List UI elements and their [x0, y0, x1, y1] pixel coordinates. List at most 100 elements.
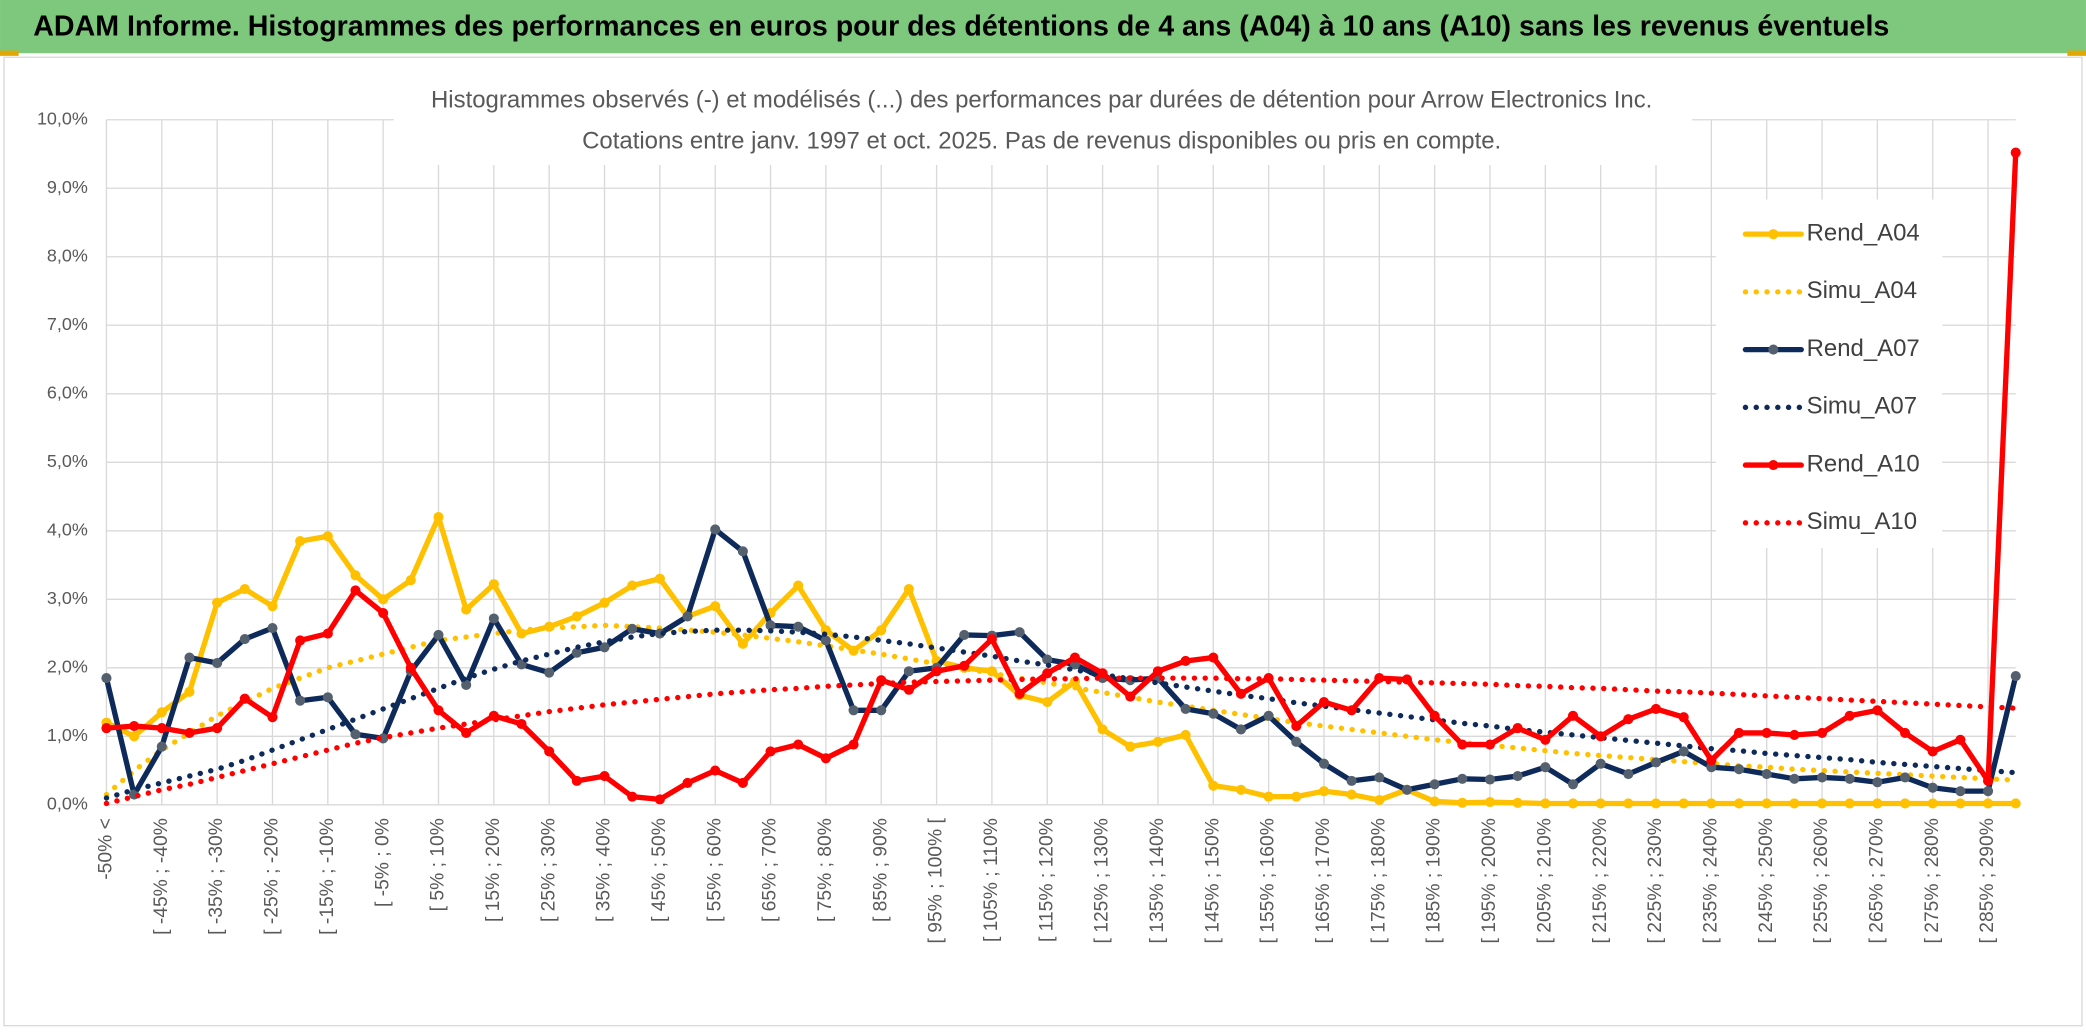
point-marker [1567, 779, 1579, 790]
point-marker [1429, 796, 1440, 807]
point-marker [1097, 668, 1108, 679]
x-tick-label: [ 75% ; 80% [815, 818, 836, 922]
point-marker [184, 727, 195, 738]
legend-box [1716, 199, 1943, 549]
point-marker [1318, 786, 1330, 797]
y-tick-label: 3,0% [47, 588, 88, 608]
x-tick-label: [ -45% ; -40% [151, 818, 172, 935]
x-tick-label: [ 105% ; 110% [981, 818, 1002, 942]
point-marker [1595, 731, 1606, 742]
point-marker [544, 746, 555, 757]
point-marker [1346, 705, 1357, 716]
point-marker [1816, 727, 1828, 738]
point-marker [1678, 712, 1689, 723]
point-marker [1235, 724, 1247, 735]
point-marker [599, 597, 610, 608]
point-marker [1955, 734, 1966, 745]
point-marker [876, 625, 887, 636]
point-marker [156, 707, 167, 718]
point-marker [212, 723, 223, 734]
point-marker [461, 604, 472, 615]
point-marker [848, 739, 859, 750]
point-marker [378, 733, 389, 744]
point-marker [1789, 773, 1800, 784]
point-marker [1152, 666, 1163, 677]
point-marker [1208, 780, 1219, 791]
point-marker [1208, 708, 1219, 719]
point-marker [101, 723, 112, 734]
point-marker [2010, 670, 2021, 682]
point-marker [1235, 784, 1247, 795]
point-marker [1180, 655, 1191, 667]
point-marker [1706, 755, 1717, 766]
y-tick-label: 2,0% [47, 657, 88, 677]
point-marker [1650, 757, 1662, 768]
legend-marker [1768, 460, 1779, 471]
chart-title: Histogrammes observés (-) et modélisés (… [431, 86, 1652, 113]
y-tick-label: 7,0% [47, 314, 88, 334]
x-tick-label: [ 125% ; 130% [1092, 818, 1113, 943]
point-marker [1927, 798, 1938, 809]
point-marker [1567, 798, 1579, 809]
point-marker [212, 657, 223, 669]
point-marker [1457, 797, 1468, 808]
point-marker [1540, 798, 1551, 809]
point-marker [1097, 724, 1108, 735]
point-marker [350, 729, 361, 740]
point-marker [239, 633, 250, 645]
x-tick-label: [ -35% ; -30% [206, 818, 227, 935]
legend-label: Simu_A10 [1807, 508, 1917, 535]
point-marker [544, 667, 555, 678]
point-marker [1761, 727, 1772, 738]
point-marker [1152, 736, 1163, 747]
x-tick-label: -50% < [96, 818, 117, 880]
point-marker [793, 621, 804, 632]
x-tick-label: [ -5% ; 0% [372, 818, 393, 907]
point-marker [820, 753, 831, 764]
point-marker [1540, 762, 1551, 773]
point-marker [239, 583, 250, 595]
point-marker [599, 771, 610, 782]
legend-label: Rend_A04 [1807, 219, 1920, 246]
y-tick-label: 4,0% [47, 520, 88, 540]
point-marker [1125, 741, 1136, 752]
x-tick-label: [ 55% ; 60% [704, 818, 725, 922]
point-marker [571, 611, 582, 622]
x-tick-label: [ 195% ; 200% [1479, 818, 1500, 943]
point-marker [1899, 798, 1911, 809]
point-marker [1042, 668, 1053, 679]
point-marker [1872, 777, 1883, 788]
point-marker [1457, 739, 1468, 750]
point-marker [212, 597, 223, 608]
point-marker [1263, 710, 1274, 721]
x-tick-label: [ 285% ; 290% [1977, 818, 1998, 943]
y-tick-label: 10,0% [37, 108, 88, 128]
point-marker [1733, 764, 1745, 775]
observed-line [103, 526, 2019, 798]
corner [0, 50, 19, 56]
legend-label: Rend_A10 [1807, 450, 1920, 477]
point-marker [1180, 729, 1191, 741]
point-marker [1042, 697, 1053, 708]
x-tick-label: [ -25% ; -20% [262, 818, 283, 935]
observed-line [103, 514, 2019, 807]
point-marker [1014, 688, 1025, 699]
point-marker [959, 660, 970, 671]
header-title: ADAM Informe. Histogrammes des performan… [33, 10, 1889, 42]
model-line [103, 622, 2019, 798]
point-marker [1208, 652, 1219, 663]
point-marker [2010, 147, 2021, 158]
point-marker [1042, 654, 1053, 665]
point-marker [1401, 784, 1413, 795]
y-tick-label: 5,0% [47, 451, 88, 471]
legend-label: Simu_A04 [1807, 277, 1917, 304]
point-marker [295, 695, 306, 706]
point-marker [322, 531, 333, 542]
x-tick-label: [ 265% ; 270% [1866, 818, 1887, 943]
title-box [393, 77, 1693, 165]
header-bar [0, 0, 2086, 54]
x-tick-label: [ 255% ; 260% [1811, 818, 1832, 943]
point-marker [931, 666, 942, 677]
x-tick-label: [ 25% ; 30% [538, 818, 559, 922]
point-marker [903, 684, 914, 695]
